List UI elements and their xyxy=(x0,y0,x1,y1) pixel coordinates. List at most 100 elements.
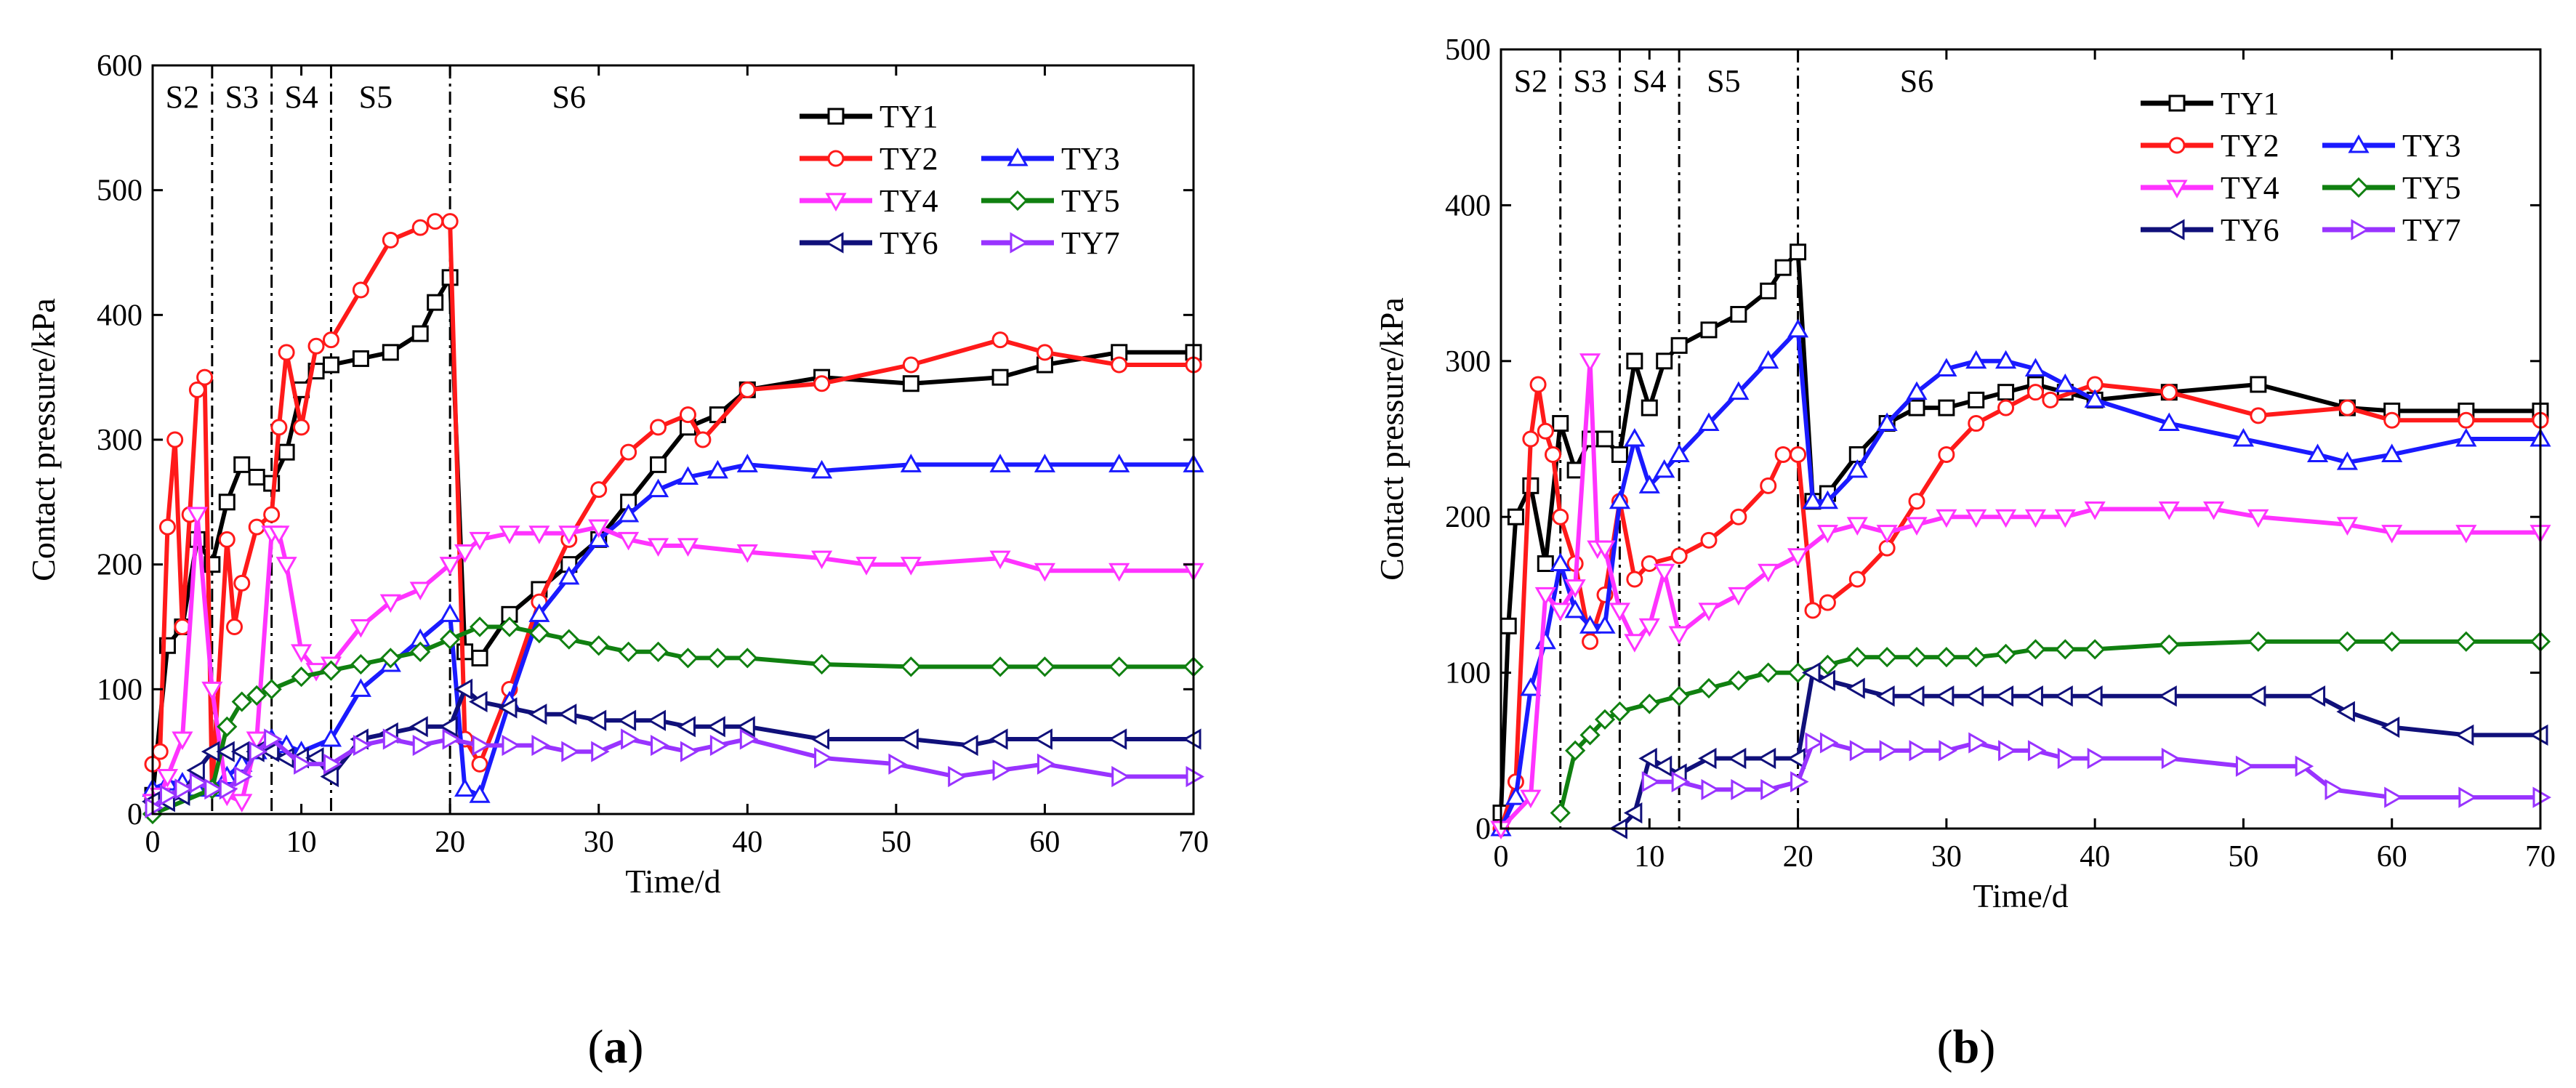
panel-b-point-ty6 xyxy=(1801,662,1821,684)
panel-a-point-ty3 xyxy=(454,778,476,797)
panel-a-point-ty4 xyxy=(350,619,371,638)
panel-a-point-ty3 xyxy=(810,459,833,479)
panel-b-point-ty2 xyxy=(1641,555,1658,573)
panel-a-point-ty7 xyxy=(1037,753,1056,775)
panel-a-point-ty3 xyxy=(1108,454,1130,472)
panel-b-point-ty4 xyxy=(1787,548,1809,567)
panel-b-point-ty7 xyxy=(1671,771,1691,793)
panel-a-x-tick-label: 40 xyxy=(732,826,762,859)
panel-a-point-ty3 xyxy=(588,528,610,547)
panel-a-point-ty5 xyxy=(648,641,669,662)
panel-a-point-ty4 xyxy=(810,550,833,570)
panel-a-point-ty3 xyxy=(350,678,371,697)
panel-a-point-ty5 xyxy=(707,648,728,669)
panel-b-point-ty6 xyxy=(1638,747,1657,770)
panel-a-point-ty1 xyxy=(218,493,236,511)
panel-b-point-ty4 xyxy=(2024,509,2047,528)
panel-b-point-ty5 xyxy=(1877,647,1898,668)
panel-a-point-ty6 xyxy=(707,716,725,738)
panel-a-point-ty1 xyxy=(278,443,295,461)
panel-b-point-ty1 xyxy=(1537,555,1554,573)
panel-b-point-ty4 xyxy=(1698,603,1720,621)
panel-b-point-ty3 xyxy=(2232,427,2255,447)
panel-b-y-tick-label: 200 xyxy=(1445,501,1491,534)
panel-b-point-ty7 xyxy=(1998,740,2017,762)
panel-a-point-ty1 xyxy=(322,356,339,374)
panel-a-point-ty2 xyxy=(441,213,459,230)
panel-b-point-ty5 xyxy=(1787,662,1808,683)
panel-a-y-tick-label: 200 xyxy=(97,549,142,582)
panel-a-point-ty7 xyxy=(323,753,342,775)
panel-a-legend-label-ty1: TY1 xyxy=(880,99,938,134)
panel-b-point-ty1 xyxy=(1641,399,1658,416)
panel-b-point-ty4 xyxy=(1520,789,1542,809)
panel-b-point-ty4 xyxy=(1906,517,1928,536)
panel-a-stage-label: S5 xyxy=(359,79,393,115)
panel-a-point-ty7 xyxy=(204,778,223,800)
panel-b-point-ty2 xyxy=(1819,594,1836,611)
panel-a-point-ty1 xyxy=(352,350,369,367)
panel-b-point-ty6 xyxy=(1935,685,1955,707)
panel-b-point-ty1 xyxy=(1700,321,1718,339)
panel-b-caption: (b) xyxy=(1937,1020,1996,1073)
panel-b-y-tick-label: 500 xyxy=(1445,33,1491,67)
panel-a-point-ty4 xyxy=(454,544,476,563)
panel-b-point-ty3 xyxy=(2024,358,2047,377)
panel-a-point-ty5 xyxy=(677,648,699,669)
panel-a-point-ty2 xyxy=(427,213,444,230)
panel-a-point-ty4 xyxy=(900,557,922,576)
panel-a-point-ty4 xyxy=(1108,563,1130,582)
panel-b-x-axis-label: Time/d xyxy=(1973,877,2068,914)
panel-a-point-ty7 xyxy=(249,741,268,762)
panel-b-point-ty3 xyxy=(2381,443,2403,462)
panel-b-point-ty5 xyxy=(1728,670,1749,691)
panel-a-point-ty2 xyxy=(233,574,251,592)
panel-b-point-ty2 xyxy=(1522,430,1539,448)
panel-b-point-ty2 xyxy=(1552,508,1569,525)
panel-b-point-ty4 xyxy=(1728,587,1750,606)
panel-a-point-ty4 xyxy=(290,644,313,663)
panel-a-point-ty2 xyxy=(151,743,169,760)
panel-a-point-ty2 xyxy=(1036,344,1053,361)
panel-b-point-ty1 xyxy=(2250,376,2267,393)
panel-b-point-ty1 xyxy=(1938,399,1955,416)
panel-a-point-ty2 xyxy=(738,381,756,398)
panel-b-point-ty4 xyxy=(1534,587,1556,606)
panel-a-y-axis-label: Contact pressure/kPa xyxy=(25,298,62,581)
panel-b-point-ty2 xyxy=(1938,446,1955,463)
panel-a-point-ty4 xyxy=(201,681,223,701)
panel-b-point-ty6 xyxy=(1653,755,1673,777)
panel-b-point-ty5 xyxy=(2055,639,2076,660)
panel-b-point-ty5 xyxy=(2337,631,2358,652)
panel-b-point-ty3 xyxy=(2306,443,2329,462)
panel-a-point-ty7 xyxy=(992,759,1012,781)
panel-b-series-line-ty4 xyxy=(1499,358,2540,831)
panel-b-point-ty1 xyxy=(1611,446,1628,463)
panel-a-point-ty3 xyxy=(900,454,922,472)
panel-a-x-tick-label: 30 xyxy=(584,826,614,859)
panel-b-point-ty7 xyxy=(2087,747,2106,770)
panel-b-point-ty2 xyxy=(1529,376,1547,393)
panel-a-point-ty4 xyxy=(246,731,267,751)
panel-b-point-ty4 xyxy=(1564,579,1586,598)
panel-b-point-ty3 xyxy=(1965,350,1987,369)
panel-b-series-ty4 xyxy=(1490,353,2551,840)
panel-a-legend-label-ty2: TY2 xyxy=(880,141,938,177)
panel-a-x-tick-label: 60 xyxy=(1029,826,1060,859)
panel-b-point-ty4 xyxy=(1609,603,1631,621)
panel-b-point-ty4 xyxy=(2455,525,2477,544)
panel-a-point-ty6 xyxy=(558,704,577,725)
panel-b-point-ty7 xyxy=(2235,755,2255,777)
panel-b-point-ty3 xyxy=(1594,615,1616,634)
panel-b-point-ty2 xyxy=(2160,384,2178,401)
panel-a-point-ty4 xyxy=(736,544,758,563)
panel-a-point-ty7 xyxy=(353,734,372,757)
panel-a-point-ty4 xyxy=(186,507,208,526)
panel-b-chart: 0 10 20 30 40 50 60 70 0 100 200 300 400 500 Time/d Con… xyxy=(1373,33,2556,914)
panel-a-point-ty2 xyxy=(196,368,214,386)
panel-b-point-ty5 xyxy=(1669,685,1690,706)
panel-a-point-ty5 xyxy=(350,653,371,675)
panel-a-stage-label: S3 xyxy=(225,79,259,115)
panel-b-point-ty1 xyxy=(1656,352,1673,370)
